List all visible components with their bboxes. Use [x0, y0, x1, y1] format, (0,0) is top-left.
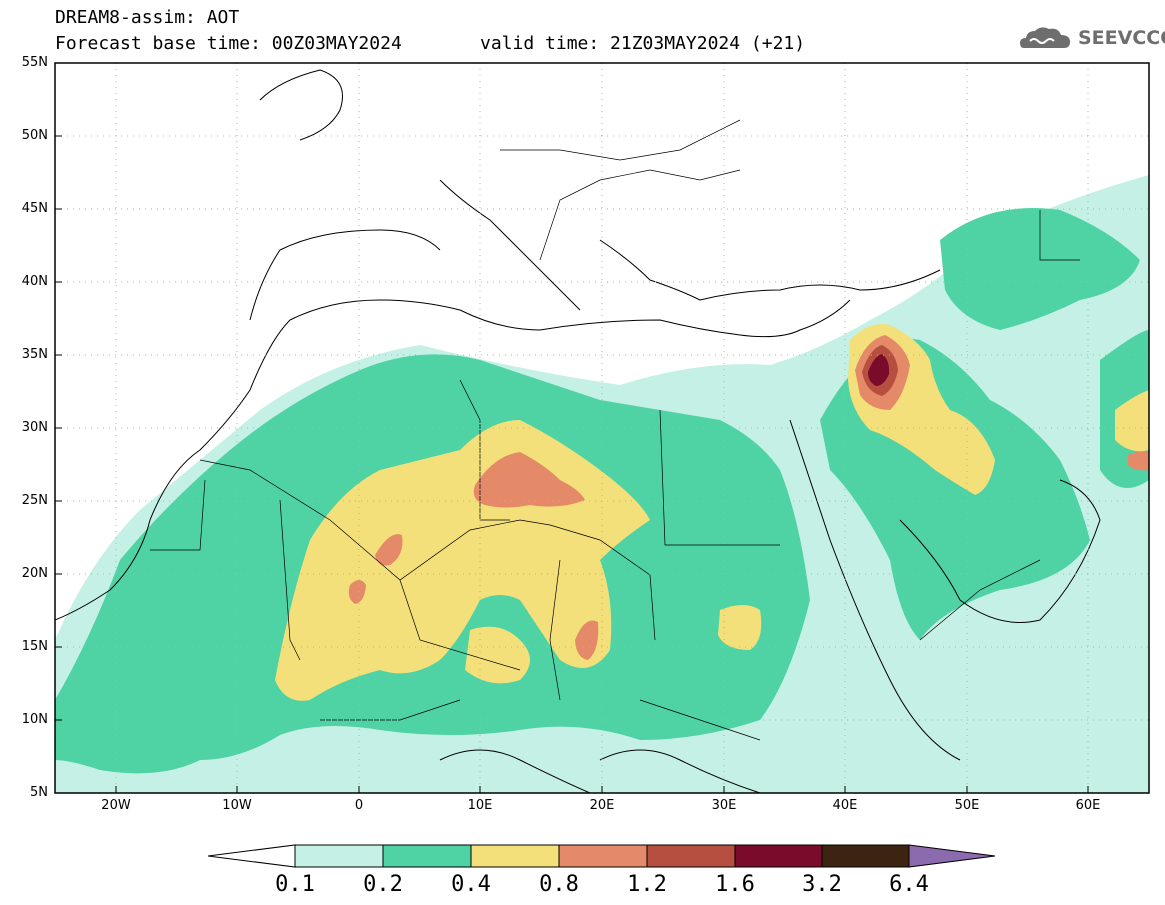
country-borders	[150, 119, 1080, 741]
lat-label: 50N	[21, 128, 48, 143]
cloud-icon	[1020, 27, 1070, 48]
colorbar-swatch-4	[558, 844, 648, 868]
colorbar-swatch-1	[294, 844, 384, 868]
colorbar-label: 0.1	[275, 872, 315, 897]
colorbar-label: 0.4	[451, 872, 491, 897]
lon-label: 20W	[101, 798, 131, 813]
lon-label: 40E	[832, 798, 858, 813]
lat-label: 10N	[21, 712, 48, 727]
lat-label: 40N	[21, 274, 48, 289]
lon-label: 50E	[954, 798, 980, 813]
colorbar	[207, 844, 996, 868]
lat-label: 15N	[21, 639, 48, 654]
lon-label: 20E	[589, 798, 615, 813]
valid-time: valid time: 21Z03MAY2024 (+21)	[480, 33, 806, 54]
lat-label: 25N	[21, 493, 48, 508]
lat-label: 55N	[21, 55, 48, 70]
colorbar-swatch-2	[382, 844, 472, 868]
lat-label: 45N	[21, 201, 48, 216]
graticule	[55, 63, 1149, 793]
colorbar-label: 0.8	[539, 872, 579, 897]
colorbar-label: 3.2	[802, 872, 842, 897]
lon-label: 0	[354, 798, 364, 813]
forecast-base-time: Forecast base time: 00Z03MAY2024	[55, 33, 402, 54]
colorbar-label: 1.6	[715, 872, 755, 897]
colorbar-label: 6.4	[889, 872, 929, 897]
colorbar-swatch-5	[646, 844, 736, 868]
map-title: DREAM8-assim: AOT	[55, 7, 240, 28]
lat-label: 5N	[30, 785, 48, 800]
colorbar-min-arrow	[207, 844, 296, 868]
colorbar-label: 1.2	[627, 872, 667, 897]
colorbar-label: 0.2	[363, 872, 403, 897]
lon-label: 10E	[467, 798, 493, 813]
aot-band-1.6	[868, 354, 890, 386]
lon-label: 10W	[222, 798, 252, 813]
lat-label: 30N	[21, 420, 48, 435]
lon-label: 60E	[1075, 798, 1101, 813]
lon-label: 30E	[711, 798, 737, 813]
colorbar-swatch-3	[470, 844, 560, 868]
colorbar-swatch-7	[821, 844, 910, 868]
lat-label: 35N	[21, 347, 48, 362]
lat-label: 20N	[21, 566, 48, 581]
coastlines	[55, 69, 1101, 793]
colorbar-max-arrow	[908, 844, 996, 868]
colorbar-swatch-6	[734, 844, 823, 868]
logo-text: SEEVCCC	[1078, 27, 1165, 49]
tick-marks	[55, 62, 1089, 793]
